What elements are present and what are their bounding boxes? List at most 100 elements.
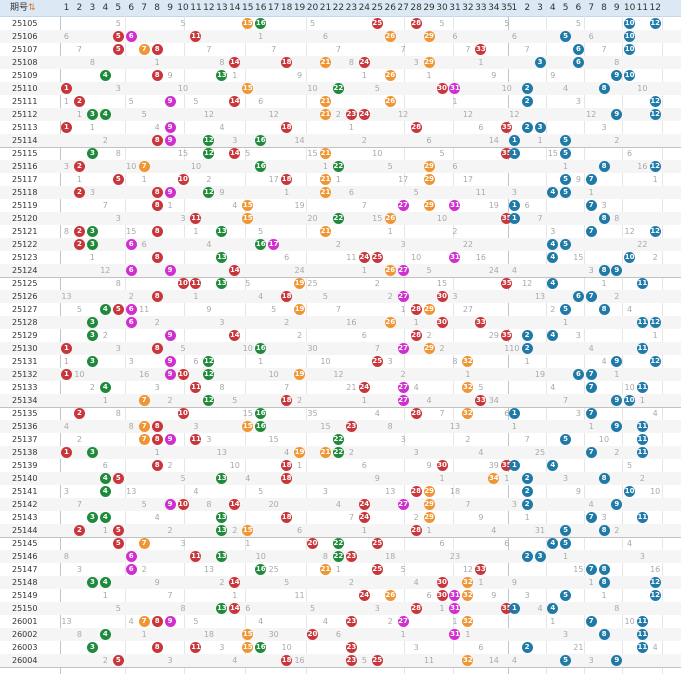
front-col-header: 2 [76, 3, 83, 13]
front-ball: 6 [125, 304, 137, 315]
miss-count: 9 [154, 578, 160, 587]
back-ball: 8 [598, 525, 610, 536]
front-ball: 9 [164, 330, 176, 341]
miss-count: 10 [268, 370, 279, 379]
miss-count: 24 [488, 266, 499, 275]
period-id: 25105 [12, 19, 38, 28]
front-ball: 15 [242, 525, 254, 536]
miss-count: 7 [439, 409, 445, 418]
miss-count: 1 [154, 448, 160, 457]
back-ball: 9 [611, 499, 623, 510]
miss-count: 5 [627, 461, 633, 470]
back-ball: 11 [636, 421, 648, 432]
miss-count: 13 [534, 292, 546, 301]
period-row: 25127 5 4 5 6 11 9 5 19 7 1 28 29 27 2 5 8 4 [0, 303, 681, 316]
front-ball: 28 [410, 304, 422, 315]
front-ball: 2 [73, 96, 85, 107]
miss-count: 3 [601, 201, 607, 210]
front-ball: 14 [229, 96, 241, 107]
miss-count: 2 [639, 474, 645, 483]
period-row: 26003 3 8 11 3 15 16 10 23 3 6 2 21 11 4 [0, 641, 681, 654]
front-ball: 19 [294, 447, 306, 458]
sort-icon[interactable]: ⇅ [28, 3, 36, 13]
miss-count: 16 [139, 370, 150, 379]
back-ball: 10 [624, 31, 636, 42]
front-ball: 28 [410, 18, 422, 29]
miss-count: 1 [439, 604, 445, 613]
back-ball: 9 [611, 265, 623, 276]
back-ball: 10 [624, 44, 636, 55]
miss-count: 2 [400, 370, 406, 379]
period-row: 25133 2 4 3 11 8 7 21 24 27 4 32 5 4 7 10 11 [0, 381, 681, 394]
miss-count: 5 [439, 19, 445, 28]
front-ball: 23 [345, 616, 357, 627]
front-ball: 9 [164, 356, 176, 367]
front-ball: 11 [190, 642, 202, 653]
miss-count: 14 [488, 656, 499, 665]
front-ball: 10 [177, 174, 189, 185]
front-col-header: 29 [423, 3, 435, 13]
miss-count: 34 [488, 396, 499, 405]
front-col-header: 17 [267, 3, 280, 13]
period-id: 26002 [12, 630, 38, 639]
front-ball: 22 [332, 447, 344, 458]
period-id: 25134 [12, 396, 38, 405]
front-col-header: 14 [229, 3, 241, 13]
period-row: 25131 1 3 3 9 6 12 1 10 25 3 8 32 1 4 9 12 [0, 355, 681, 368]
miss-count: 4 [322, 617, 329, 626]
front-ball: 13 [216, 551, 228, 562]
miss-count: 8 [614, 214, 620, 223]
miss-count: 7 [465, 500, 471, 509]
miss-count: 6 [439, 539, 445, 548]
front-ball: 27 [397, 382, 409, 393]
front-ball: 21 [319, 57, 331, 68]
back-ball: 10 [624, 18, 636, 29]
back-ball: 12 [649, 356, 661, 367]
miss-count: 5 [245, 149, 251, 158]
miss-count: 2 [284, 318, 290, 327]
miss-count: 20 [307, 214, 318, 223]
front-col-header: 16 [254, 3, 267, 13]
period-row: 25145 5 7 3 1 20 22 25 6 6 4 5 4 [0, 537, 681, 550]
back-ball: 2 [521, 486, 533, 497]
back-ball: 5 [560, 135, 572, 146]
front-ball: 9 [164, 187, 176, 198]
front-ball: 31 [449, 252, 461, 263]
period-header[interactable]: 期号⇅ [2, 0, 54, 16]
miss-count: 1 [400, 630, 406, 639]
front-ball: 11 [190, 382, 202, 393]
front-ball: 21 [319, 226, 331, 237]
back-ball: 5 [560, 538, 572, 549]
miss-count: 8 [76, 630, 82, 639]
miss-count: 12 [203, 110, 214, 119]
miss-count: 5 [115, 19, 121, 28]
front-ball: 3 [86, 356, 98, 367]
back-ball: 8 [598, 577, 610, 588]
back-ball: 11 [636, 447, 648, 458]
front-ball: 5 [112, 525, 124, 536]
front-ball: 29 [423, 31, 435, 42]
front-ball: 19 [294, 369, 306, 380]
miss-count: 1 [141, 630, 147, 639]
miss-count: 5 [439, 149, 445, 158]
back-ball: 4 [547, 538, 559, 549]
miss-count: 8 [452, 357, 458, 366]
miss-count: 10 [255, 552, 266, 561]
period-id: 25143 [12, 513, 38, 522]
back-col-header: 1 [511, 3, 518, 13]
miss-count: 1 [387, 227, 393, 236]
front-col-header: 24 [358, 3, 371, 13]
miss-count: 1 [588, 578, 594, 587]
period-id: 26003 [12, 643, 38, 652]
back-ball: 1 [508, 213, 520, 224]
back-ball: 12 [649, 317, 661, 328]
miss-count: 13 [385, 487, 396, 496]
miss-count: 10 [242, 344, 253, 353]
back-ball: 8 [598, 473, 610, 484]
front-ball: 27 [397, 200, 409, 211]
period-row: 25140 4 5 5 13 4 18 9 1 34 1 2 3 8 2 [0, 472, 681, 485]
front-ball: 28 [410, 330, 422, 341]
miss-count: 10 [624, 383, 635, 392]
miss-count: 5 [361, 656, 367, 665]
miss-count: 7 [284, 383, 290, 392]
